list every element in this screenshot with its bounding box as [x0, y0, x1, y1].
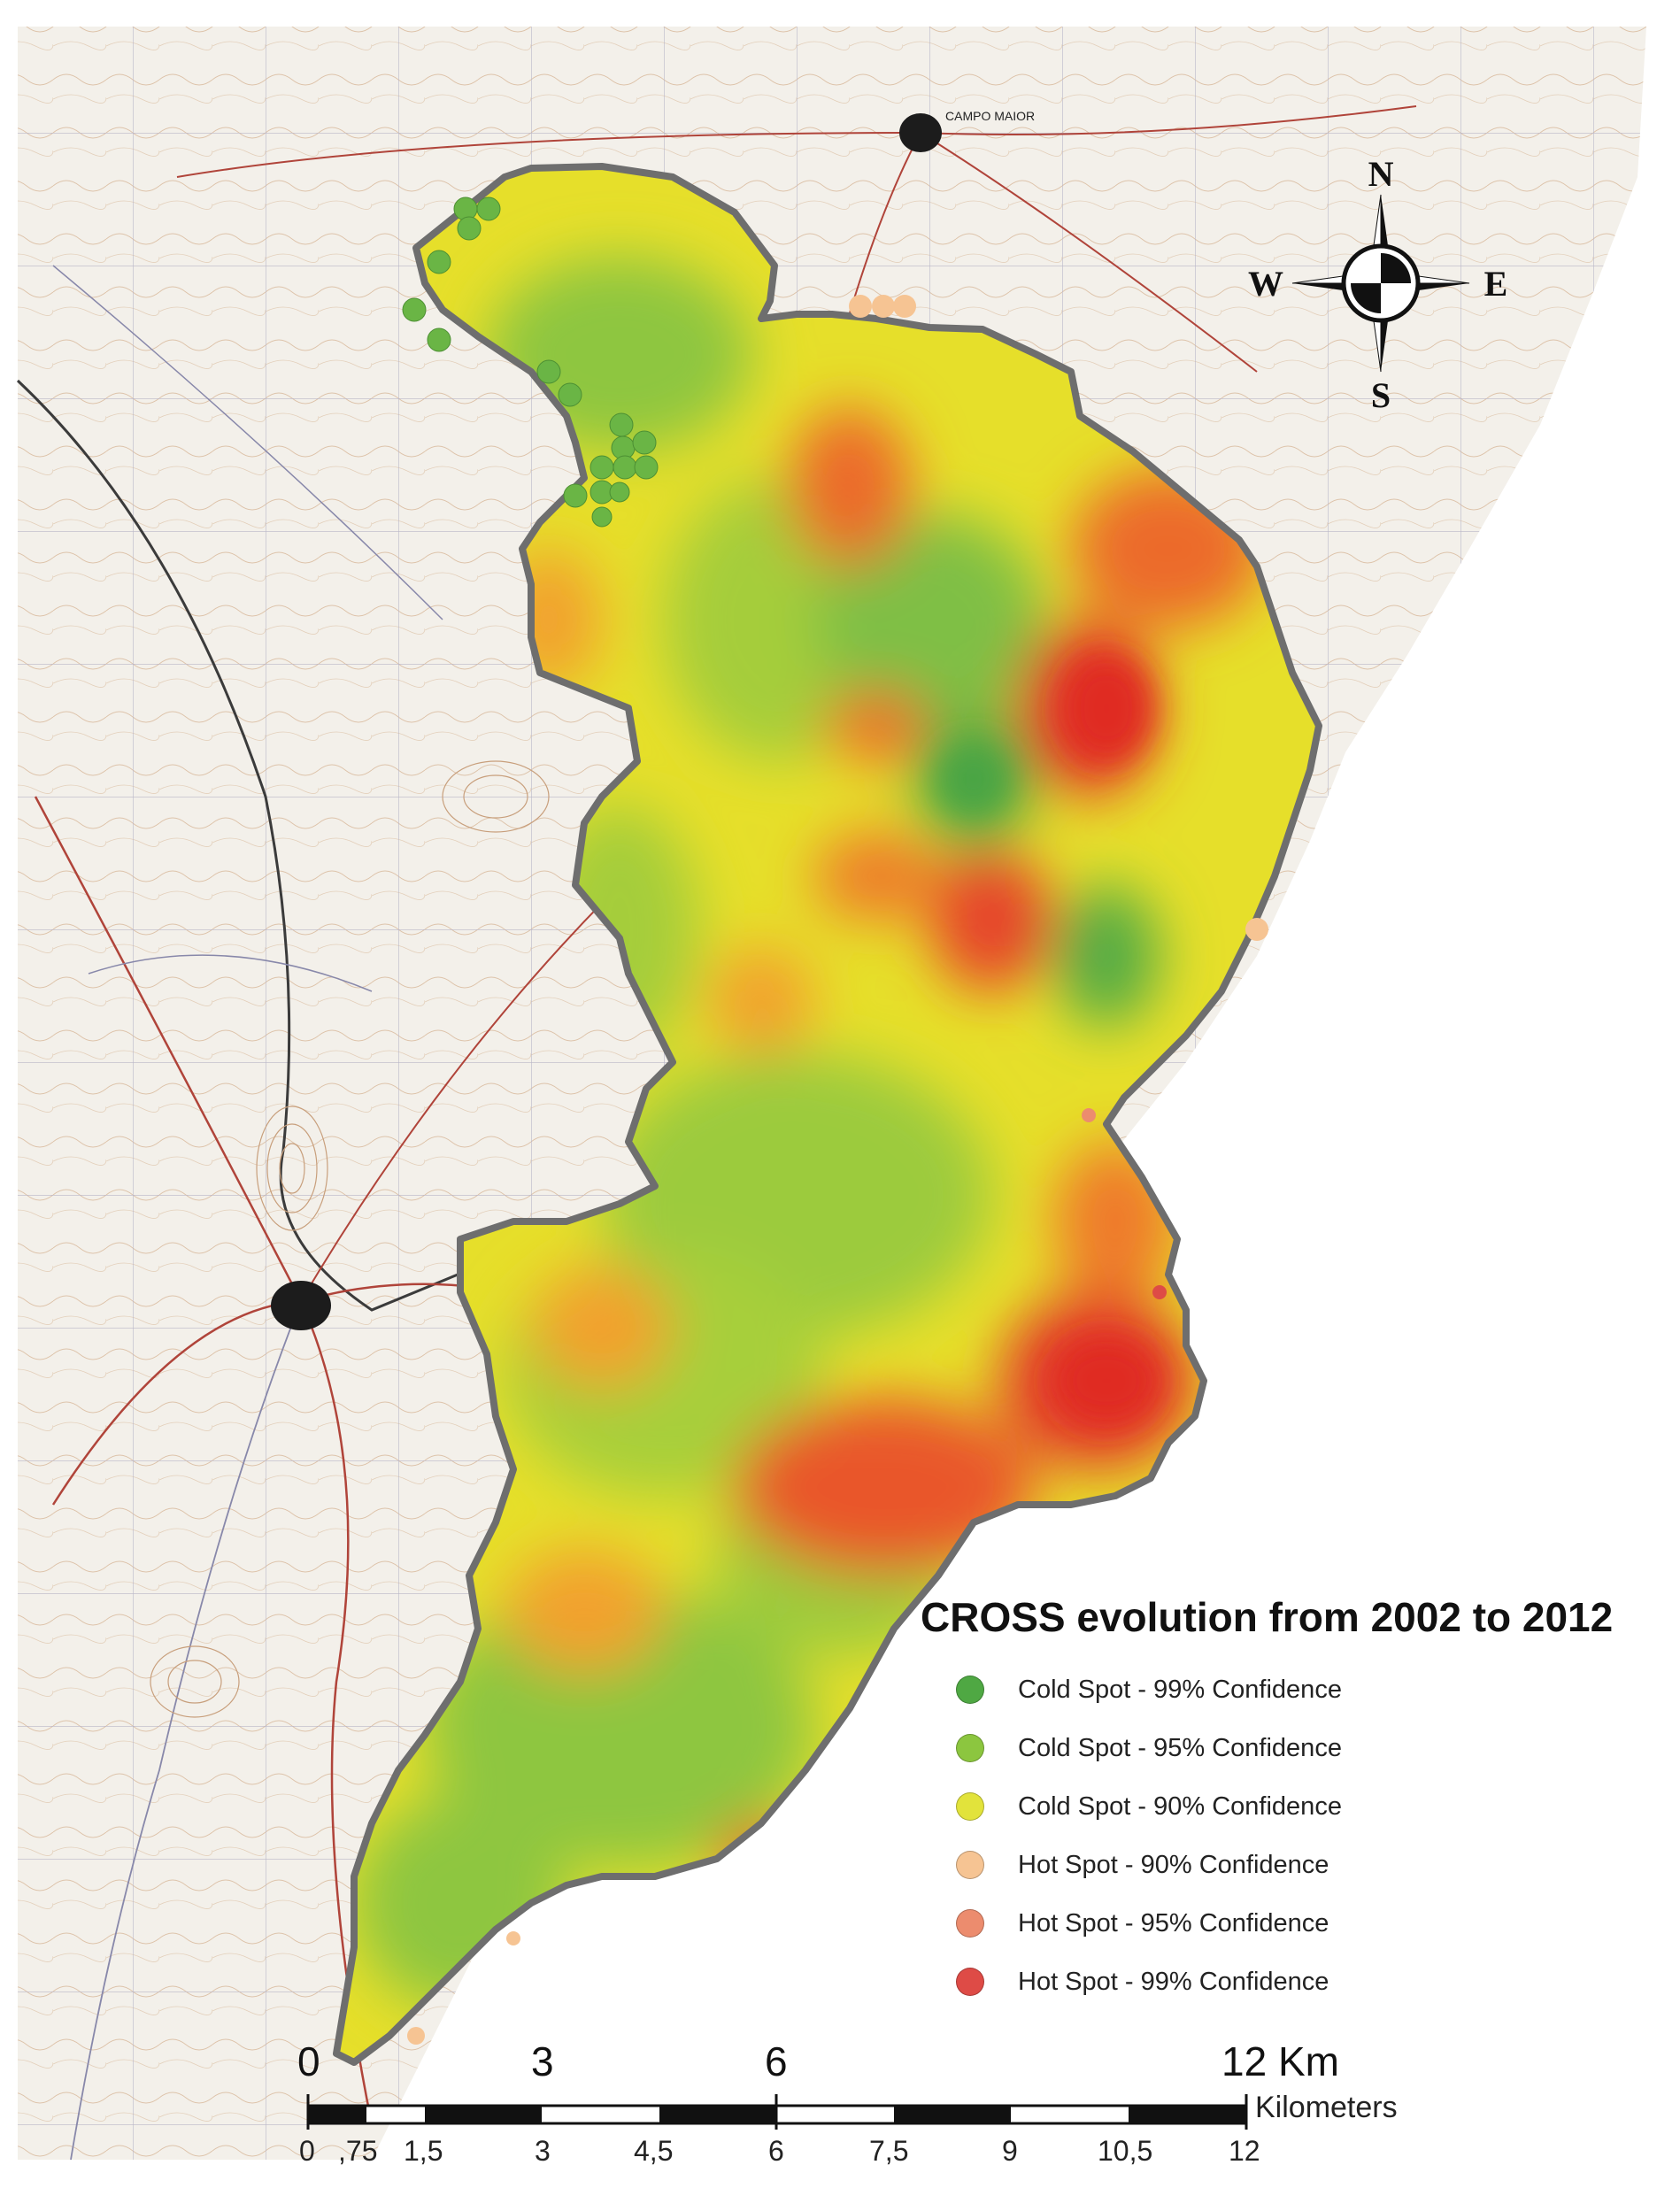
scale-major-0: 0: [297, 2038, 320, 2084]
compass-w: W: [1248, 264, 1283, 304]
legend-swatch: [956, 1734, 984, 1762]
scale-minor-105: 10,5: [1098, 2135, 1153, 2167]
legend-label: Cold Spot - 90% Confidence: [1018, 1791, 1342, 1821]
town-elvas: [271, 1281, 331, 1330]
legend-label: Cold Spot - 95% Confidence: [1018, 1733, 1342, 1762]
legend-swatch: [956, 1792, 984, 1821]
scale-minor-075: ,75: [338, 2135, 378, 2167]
compass-n: N: [1368, 154, 1394, 194]
scale-major-6: 6: [765, 2038, 788, 2084]
scale-minor-9: 9: [1002, 2135, 1018, 2167]
scale-minor-3: 3: [535, 2135, 551, 2167]
legend-item-hot-99: Hot Spot - 99% Confidence: [956, 1953, 1664, 2011]
legend-item-cold-95: Cold Spot - 95% Confidence: [956, 1719, 1664, 1777]
scale-unit-label: Kilometers: [1255, 2091, 1398, 2124]
compass-e: E: [1484, 264, 1508, 304]
legend-item-cold-90: Cold Spot - 90% Confidence: [956, 1777, 1664, 1836]
cold-spot-points: [402, 196, 659, 528]
legend-label: Cold Spot - 99% Confidence: [1018, 1675, 1342, 1704]
compass-s: S: [1371, 375, 1391, 415]
map-legend: CROSS evolution from 2002 to 2012 Cold S…: [921, 1593, 1664, 2011]
scale-major-3: 3: [531, 2038, 554, 2084]
town-campo-maior-label: CAMPO MAIOR: [945, 109, 1035, 123]
legend-label: Hot Spot - 90% Confidence: [1018, 1850, 1329, 1879]
town-campo-maior: [899, 113, 942, 152]
scale-minor-6: 6: [768, 2135, 784, 2167]
legend-swatch: [956, 1909, 984, 1938]
scale-minor-0: 0: [299, 2135, 315, 2167]
scale-minor-15: 1,5: [404, 2135, 443, 2167]
scale-minor-12: 12: [1229, 2135, 1260, 2167]
scale-bar: [306, 2094, 1248, 2130]
legend-label: Hot Spot - 95% Confidence: [1018, 1908, 1329, 1938]
scale-major-12: 12 Km: [1221, 2038, 1339, 2084]
hot-spot-points: [407, 295, 1268, 2045]
legend-item-cold-99: Cold Spot - 99% Confidence: [956, 1660, 1664, 1719]
legend-item-hot-90: Hot Spot - 90% Confidence: [956, 1836, 1664, 1894]
map-title: CROSS evolution from 2002 to 2012: [921, 1594, 1614, 1640]
legend-item-hot-95: Hot Spot - 95% Confidence: [956, 1894, 1664, 1953]
legend-swatch: [956, 1968, 984, 1996]
legend-label: Hot Spot - 99% Confidence: [1018, 1967, 1329, 1996]
legend-swatch: [956, 1676, 984, 1704]
legend-swatch: [956, 1851, 984, 1879]
compass-rose: N S W E: [1248, 154, 1507, 415]
scale-minor-45: 4,5: [634, 2135, 674, 2167]
scale-minor-75: 7,5: [869, 2135, 909, 2167]
